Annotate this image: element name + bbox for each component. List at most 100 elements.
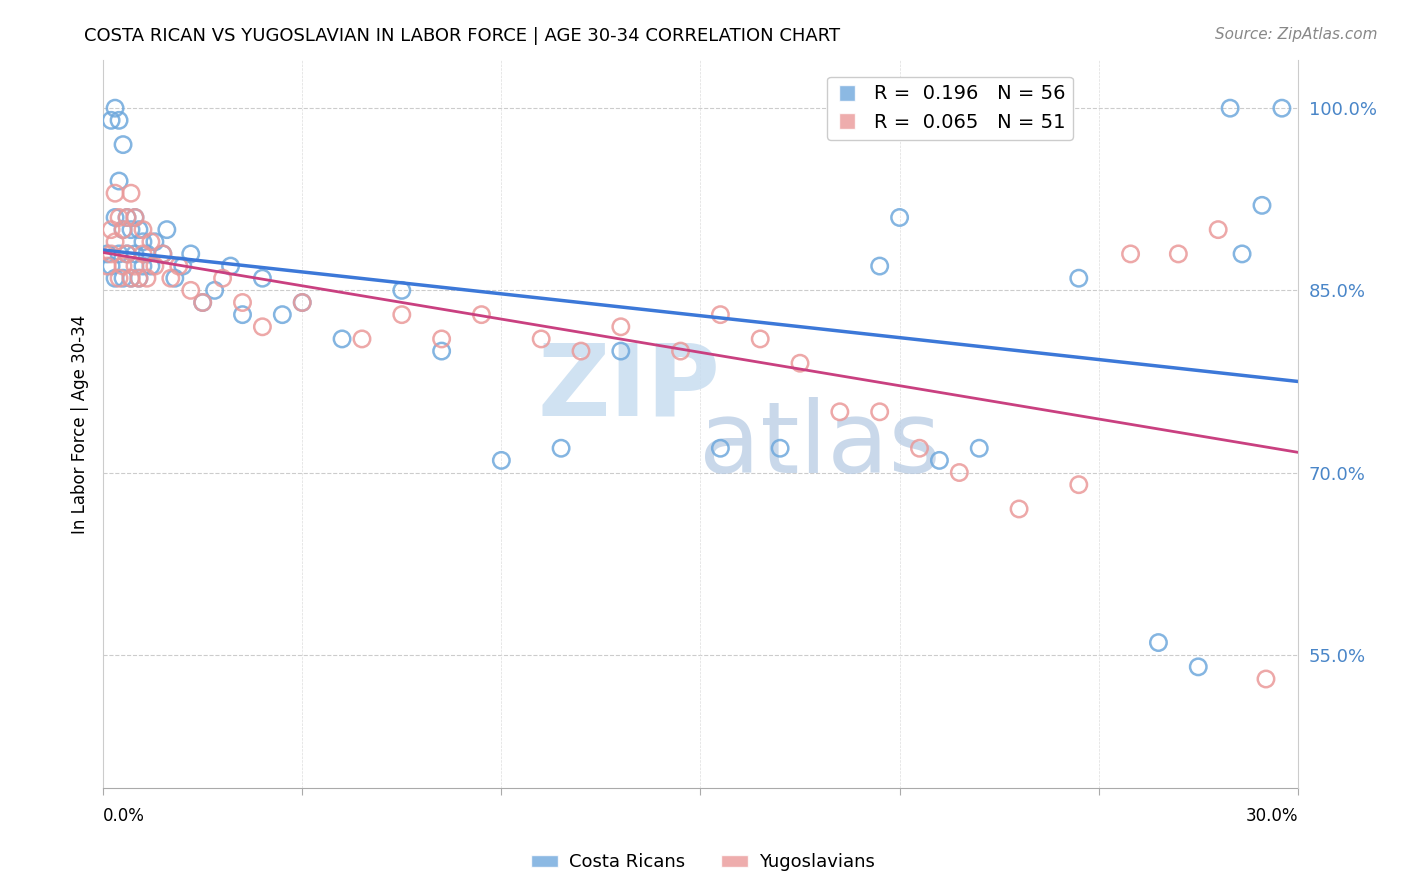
- Point: [330, 332, 353, 346]
- Point: [96, 259, 118, 273]
- Point: [1119, 247, 1142, 261]
- Point: [136, 271, 159, 285]
- Point: [948, 466, 970, 480]
- Point: [112, 271, 135, 285]
- Point: [252, 319, 274, 334]
- Point: [139, 259, 162, 273]
- Point: [191, 295, 214, 310]
- Point: [889, 211, 911, 225]
- Point: [128, 222, 150, 236]
- Point: [1067, 477, 1090, 491]
- Point: [491, 453, 513, 467]
- Point: [167, 259, 190, 273]
- Point: [869, 405, 891, 419]
- Point: [108, 247, 131, 261]
- Point: [1187, 660, 1209, 674]
- Point: [908, 442, 931, 456]
- Point: [104, 101, 127, 115]
- Point: [159, 271, 181, 285]
- Point: [219, 259, 242, 273]
- Legend: Costa Ricans, Yugoslavians: Costa Ricans, Yugoslavians: [524, 847, 882, 879]
- Point: [112, 222, 135, 236]
- Point: [104, 186, 127, 201]
- Point: [1067, 271, 1090, 285]
- Y-axis label: In Labor Force | Age 30-34: In Labor Force | Age 30-34: [72, 314, 89, 533]
- Point: [136, 247, 159, 261]
- Point: [108, 271, 131, 285]
- Point: [120, 271, 142, 285]
- Point: [104, 211, 127, 225]
- Point: [928, 453, 950, 467]
- Point: [430, 344, 453, 359]
- Point: [1230, 247, 1253, 261]
- Point: [1008, 502, 1031, 516]
- Point: [100, 113, 122, 128]
- Point: [1271, 101, 1294, 115]
- Point: [291, 295, 314, 310]
- Point: [869, 259, 891, 273]
- Point: [789, 356, 811, 370]
- Point: [350, 332, 373, 346]
- Point: [709, 442, 731, 456]
- Point: [430, 332, 453, 346]
- Point: [124, 211, 146, 225]
- Point: [749, 332, 772, 346]
- Text: ZIP: ZIP: [537, 339, 720, 436]
- Text: atlas: atlas: [699, 397, 941, 494]
- Point: [96, 247, 118, 261]
- Point: [100, 247, 122, 261]
- Point: [180, 247, 202, 261]
- Point: [112, 222, 135, 236]
- Point: [211, 271, 233, 285]
- Point: [569, 344, 592, 359]
- Point: [163, 271, 186, 285]
- Point: [124, 247, 146, 261]
- Point: [124, 211, 146, 225]
- Point: [172, 259, 194, 273]
- Point: [156, 222, 179, 236]
- Point: [132, 259, 155, 273]
- Point: [550, 442, 572, 456]
- Point: [120, 271, 142, 285]
- Point: [139, 235, 162, 249]
- Point: [1167, 247, 1189, 261]
- Text: 0.0%: 0.0%: [103, 806, 145, 824]
- Point: [391, 284, 413, 298]
- Point: [669, 344, 692, 359]
- Point: [115, 247, 138, 261]
- Point: [128, 271, 150, 285]
- Point: [152, 247, 174, 261]
- Point: [530, 332, 553, 346]
- Point: [112, 259, 135, 273]
- Point: [610, 319, 633, 334]
- Point: [252, 271, 274, 285]
- Point: [152, 247, 174, 261]
- Point: [104, 271, 127, 285]
- Point: [271, 308, 294, 322]
- Point: [108, 211, 131, 225]
- Point: [115, 247, 138, 261]
- Point: [204, 284, 226, 298]
- Point: [132, 235, 155, 249]
- Point: [1147, 635, 1170, 649]
- Point: [100, 222, 122, 236]
- Point: [124, 259, 146, 273]
- Legend: R =  0.196   N = 56, R =  0.065   N = 51: R = 0.196 N = 56, R = 0.065 N = 51: [827, 77, 1073, 140]
- Point: [1254, 672, 1277, 686]
- Point: [104, 235, 127, 249]
- Point: [470, 308, 492, 322]
- Point: [231, 295, 253, 310]
- Point: [143, 259, 166, 273]
- Point: [769, 442, 792, 456]
- Point: [115, 211, 138, 225]
- Point: [120, 186, 142, 201]
- Point: [115, 211, 138, 225]
- Point: [610, 344, 633, 359]
- Point: [1219, 101, 1241, 115]
- Point: [231, 308, 253, 322]
- Point: [108, 113, 131, 128]
- Point: [709, 308, 731, 322]
- Text: COSTA RICAN VS YUGOSLAVIAN IN LABOR FORCE | AGE 30-34 CORRELATION CHART: COSTA RICAN VS YUGOSLAVIAN IN LABOR FORC…: [84, 27, 841, 45]
- Point: [967, 442, 990, 456]
- Point: [120, 222, 142, 236]
